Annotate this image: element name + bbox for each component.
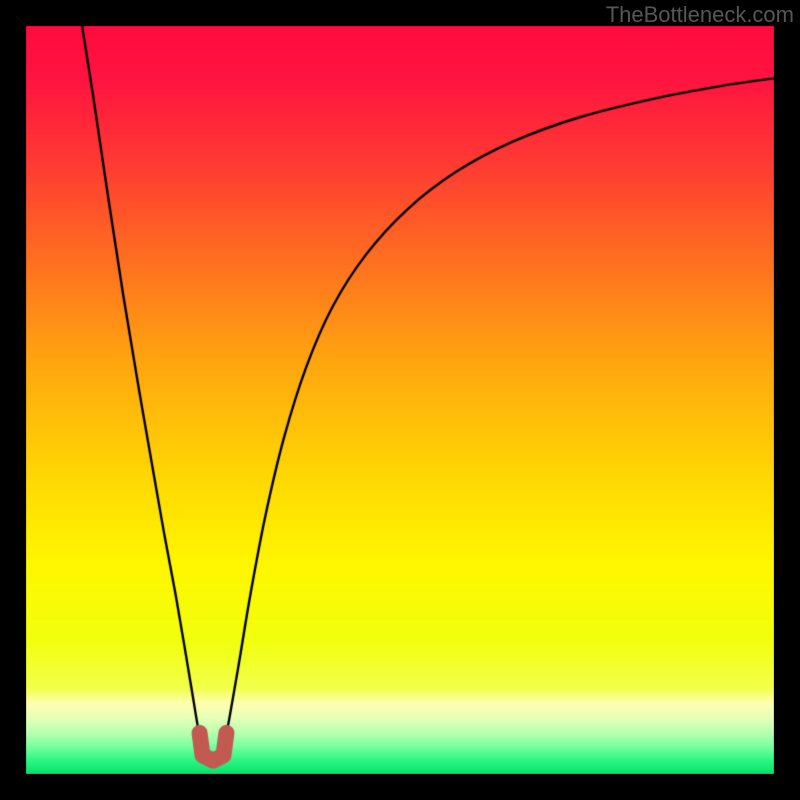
chart-stage: TheBottleneck.com bbox=[0, 0, 800, 800]
chart-black-frame bbox=[0, 0, 800, 800]
